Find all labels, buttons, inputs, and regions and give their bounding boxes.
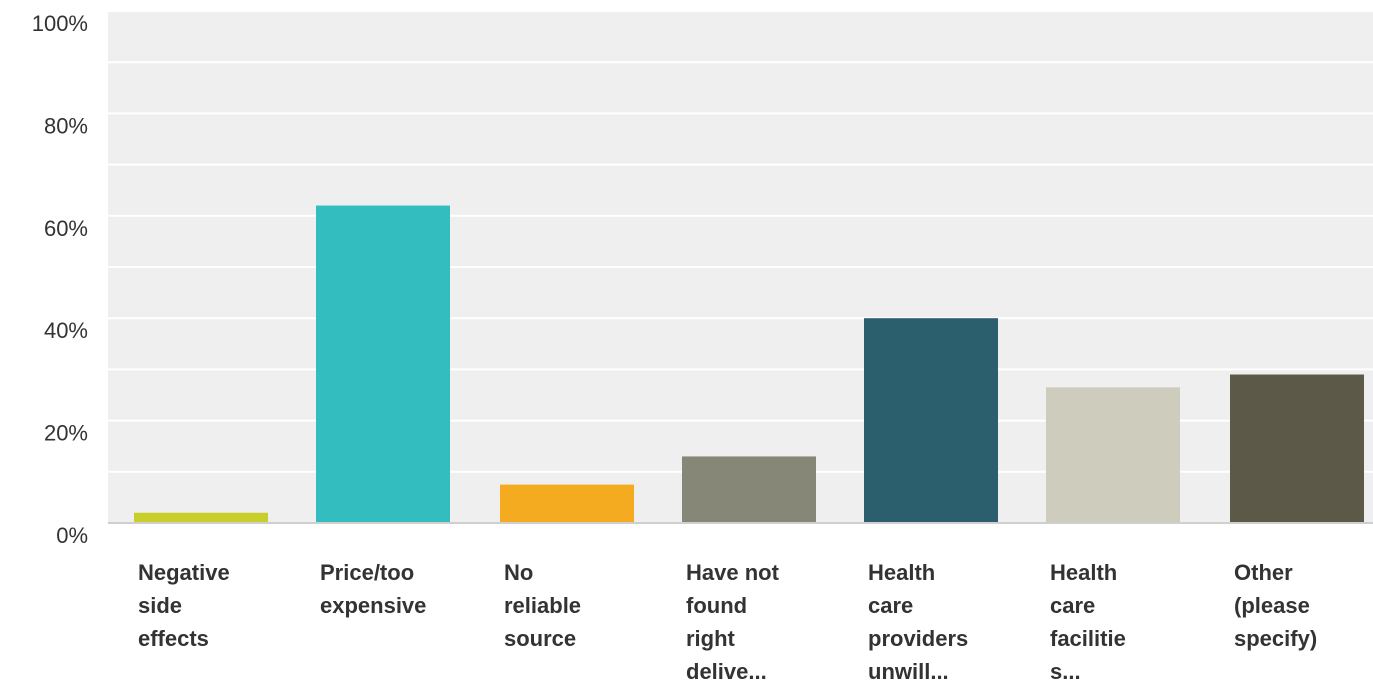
y-axis: 0% 20% 40% 60% 80% 100%	[32, 11, 88, 548]
bar	[682, 456, 816, 523]
bar	[134, 512, 268, 523]
x-axis-labels: Negative side effects Price/too expensive No r…	[138, 560, 1317, 683]
x-category-label: Price/too expensive	[320, 560, 426, 618]
y-tick-label: 80%	[44, 113, 88, 138]
bar	[1230, 374, 1364, 523]
y-tick-label: 0%	[56, 523, 88, 548]
x-category-label: Health care providers unwill...	[868, 560, 968, 683]
y-tick-label: 40%	[44, 318, 88, 343]
y-tick-label: 20%	[44, 421, 88, 446]
x-category-label: No reliable source	[504, 560, 581, 651]
bar	[1046, 387, 1180, 523]
bar	[864, 318, 998, 523]
bar	[500, 484, 634, 523]
y-tick-label: 60%	[44, 216, 88, 241]
bar	[316, 205, 450, 523]
y-tick-label: 100%	[32, 11, 88, 36]
x-category-label: Negative side effects	[138, 560, 230, 651]
bars	[134, 205, 1364, 523]
x-category-label: Other (please specify)	[1234, 560, 1317, 651]
x-category-label: Have not found right delive...	[686, 560, 780, 683]
x-category-label: Health care facilitie s...	[1050, 560, 1126, 683]
